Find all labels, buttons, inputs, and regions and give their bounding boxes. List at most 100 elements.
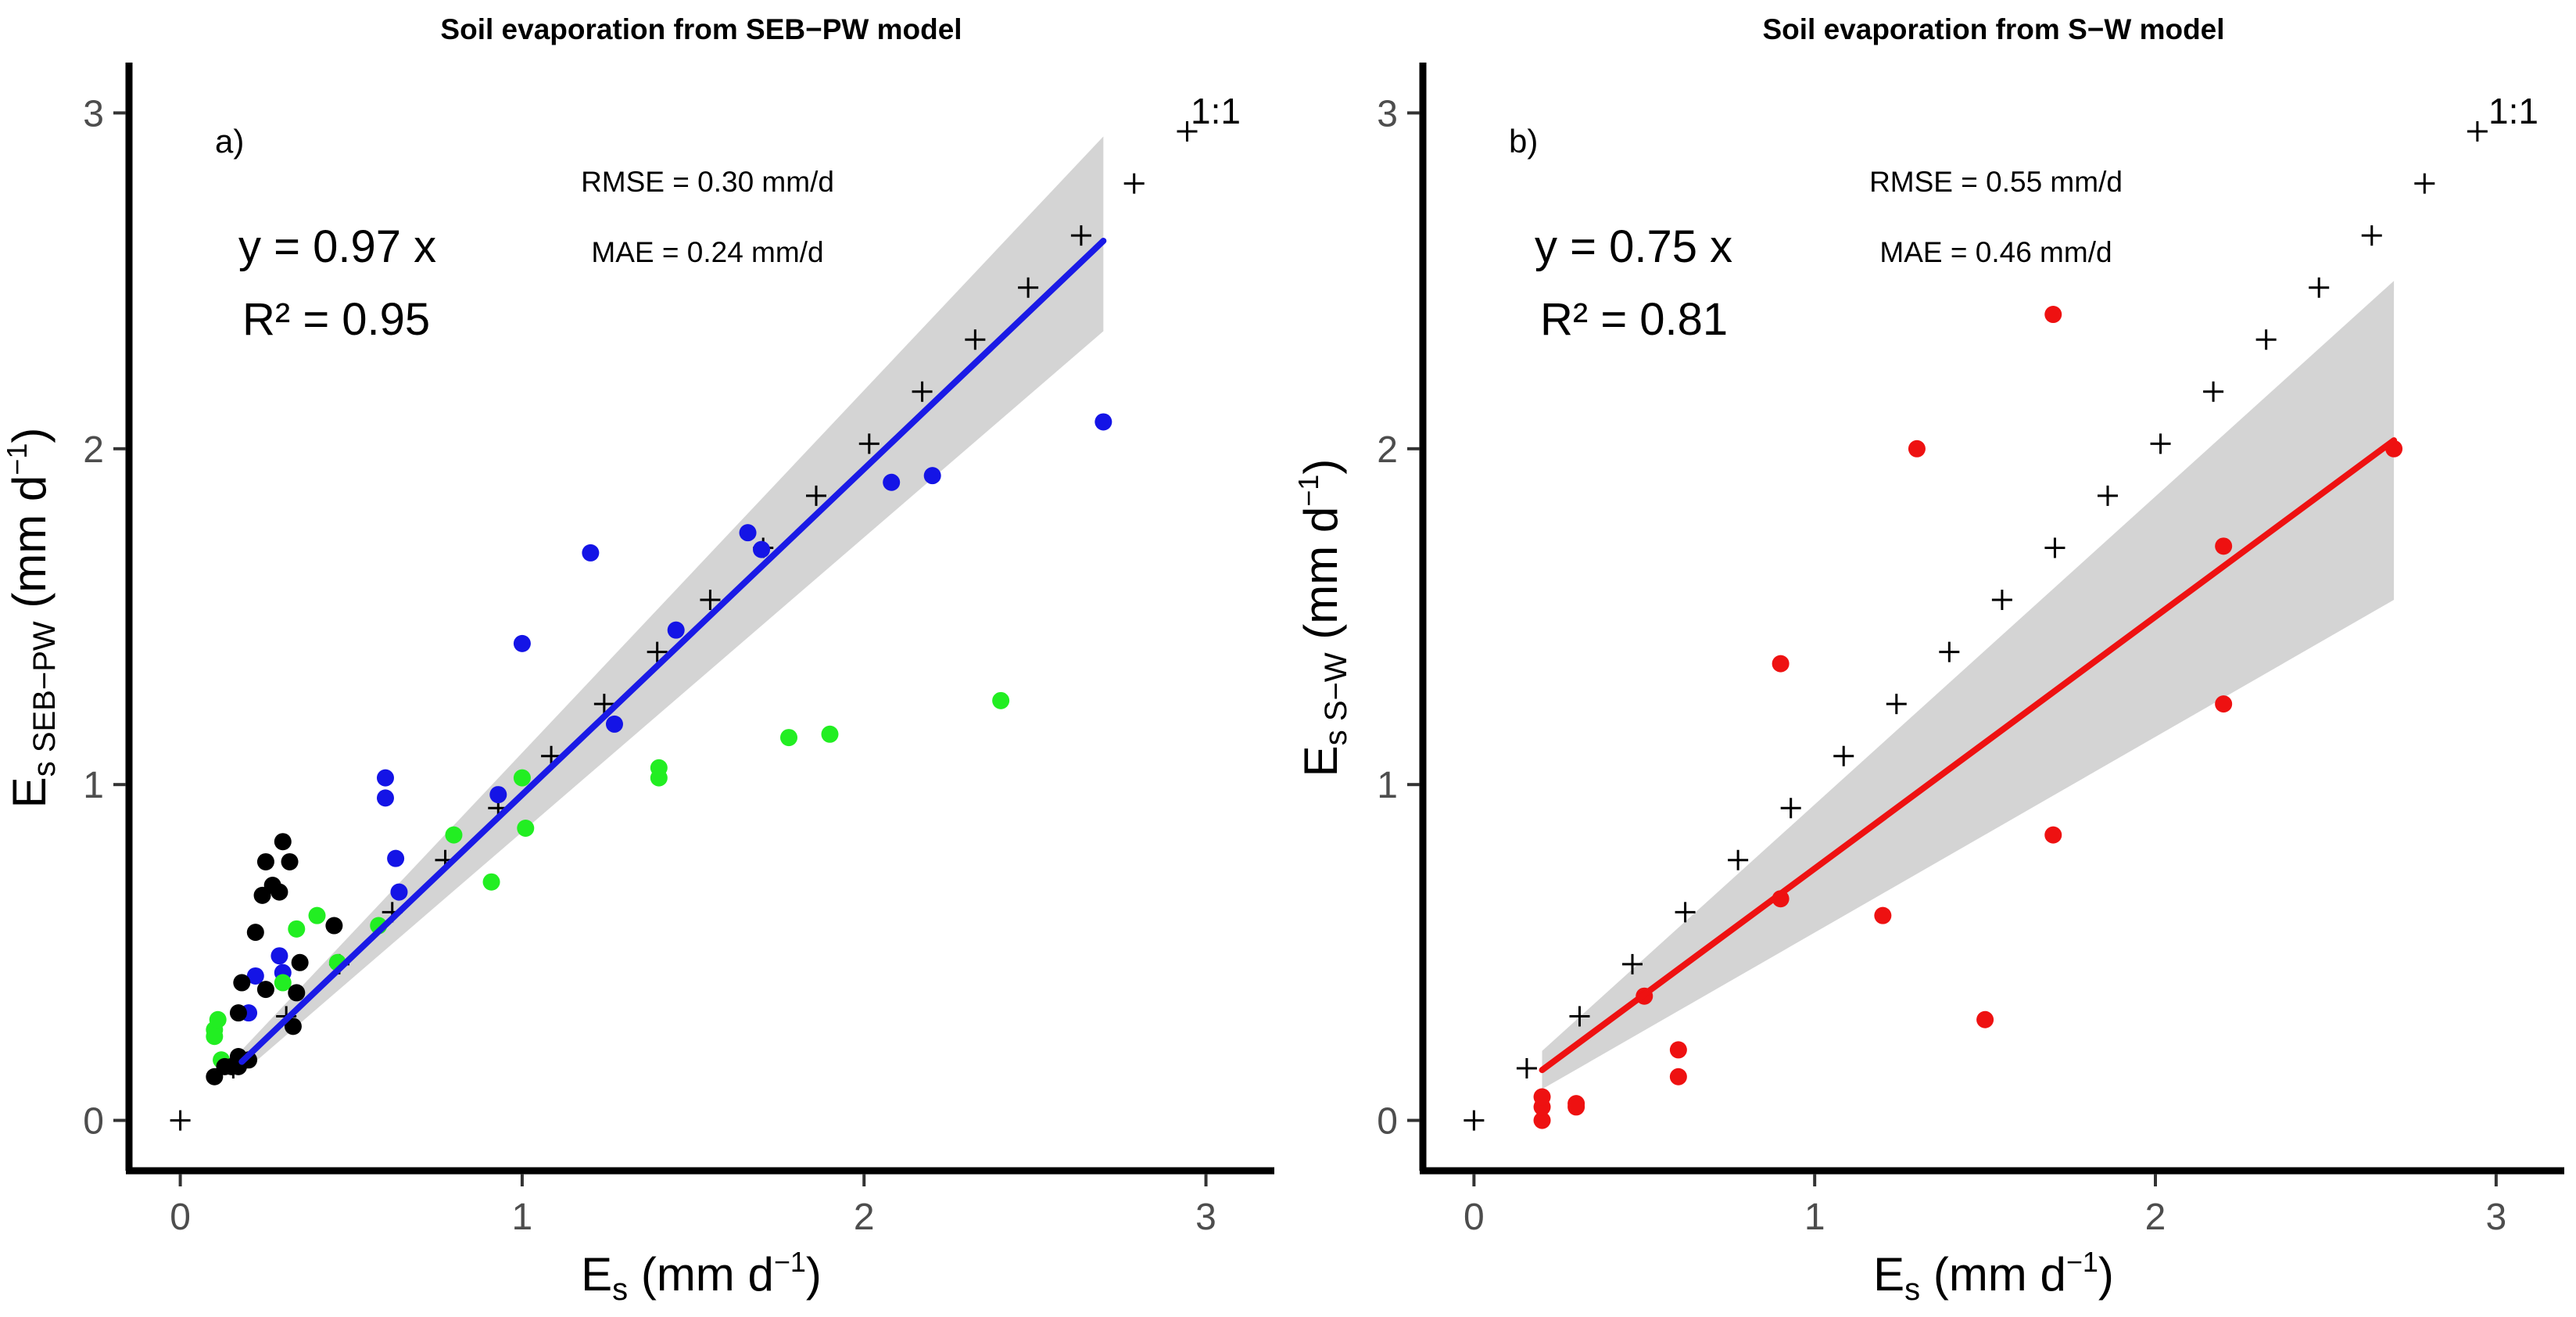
chart-title: Soil evaporation from S−W model [1762,13,2224,45]
oneone-point [1886,694,1907,715]
data-point-blue [582,544,600,562]
data-point-blue [376,789,394,807]
x-axis-title-close: ) [2098,1248,2114,1301]
data-point-black [229,1004,247,1022]
mae-label: MAE = 0.24 mm/d [591,236,823,268]
y-axis-title-sup: −1 [1,443,33,475]
data-point-green [517,820,535,838]
oneone-point [1728,849,1749,870]
rmse-label: RMSE = 0.55 mm/d [1869,166,2123,198]
oneone-point [858,433,880,454]
y-tick-label: 1 [1377,765,1398,806]
oneone-point [1569,1006,1590,1027]
confidence-band [242,136,1104,1074]
regression-equation: y = 0.97 x [238,221,436,272]
data-point-red [1908,440,1926,458]
y-axis-title-main: E [1295,745,1347,777]
data-point-blue [883,473,901,491]
x-tick-label: 2 [2145,1197,2166,1238]
x-tick-label: 0 [170,1197,191,1238]
oneone-point [647,641,668,662]
oneone-point [1177,121,1198,142]
data-point-red [1874,906,1892,924]
data-point-black [291,953,309,971]
data-point-blue [387,849,405,867]
data-point-red [1976,1010,1994,1028]
data-point-green [482,873,500,891]
r-squared: R² = 0.81 [1540,294,1728,345]
y-axis-title-close: ) [3,428,56,443]
oneone-point [593,694,614,715]
oneone-point [1833,745,1854,766]
data-point-green [650,769,668,787]
data-point-red [1669,1068,1687,1086]
x-axis-title-sup: −1 [774,1246,806,1278]
x-axis-title-unit: (mm d [628,1248,774,1301]
x-axis-title-sup: −1 [2066,1246,2098,1278]
y-tick-label: 2 [1377,429,1398,471]
x-axis-title-sub: s [1904,1272,1920,1307]
x-axis-title-main: E [581,1248,612,1301]
y-axis-title-sub: s S−W [1319,652,1353,745]
data-point-blue [739,524,757,542]
y-axis-title-unit: (mm d [3,475,56,622]
oneone-point [2467,121,2488,142]
data-point-black [256,852,274,870]
x-tick-label: 3 [2485,1197,2506,1238]
oneone-point [965,329,986,350]
data-point-green [209,1010,227,1028]
data-point-black [288,984,306,1002]
oneone-point [2098,485,2118,506]
oneone-point [2255,329,2277,350]
data-point-blue [605,715,623,733]
y-tick-label: 3 [1377,93,1398,135]
data-point-blue [513,634,531,652]
data-point-blue [376,769,394,787]
data-point-black [270,883,288,901]
oneone-point [1622,953,1643,974]
oneone-point [2414,173,2435,194]
oneone-point [1991,590,2012,611]
data-point-black [284,1017,302,1035]
y-tick-label: 0 [1377,1101,1398,1143]
oneone-point [1780,798,1801,819]
x-axis-title: Es (mm d−1) [1873,1246,2114,1307]
x-tick-label: 3 [1195,1197,1216,1238]
data-point-green [513,769,531,787]
y-axis-title: Es S−W (mm d−1) [1292,459,1353,777]
data-point-green [821,725,839,743]
x-tick-label: 0 [1464,1197,1485,1238]
rmse-label: RMSE = 0.30 mm/d [581,166,834,198]
panel-label: b) [1509,123,1538,160]
x-tick-label: 2 [854,1197,875,1238]
data-point-red [2044,826,2062,844]
oneone-point [2150,433,2171,454]
x-axis-title-close: ) [806,1248,822,1301]
regression-line [1539,437,2398,1074]
y-tick-label: 1 [83,765,104,806]
regression-line [238,238,1107,1065]
data-point-green [206,1028,224,1046]
data-point-red [1567,1095,1585,1113]
oneone-point [1675,902,1696,923]
y-axis-title-close: ) [1295,459,1347,475]
r-squared: R² = 0.95 [242,294,430,345]
y-axis-title-unit: (mm d [1295,507,1347,653]
data-point-black [256,981,274,999]
data-point-blue [923,467,941,485]
data-point-red [1533,1111,1551,1129]
oneone-point [1070,225,1091,246]
y-axis-title-main: E [3,777,56,808]
y-tick-label: 2 [83,429,104,471]
data-point-green [992,691,1010,709]
x-axis-title-unit: (mm d [1920,1248,2066,1301]
confidence-band [1542,281,2395,1089]
data-point-red [2215,695,2233,713]
data-point-black [246,924,264,942]
oneone-point [1123,173,1145,194]
y-axis-title-sup: −1 [1292,475,1324,507]
y-axis-title-sub: s SEB−PW [27,621,62,777]
oneone-point [1516,1058,1537,1079]
data-point-red [2044,306,2062,324]
